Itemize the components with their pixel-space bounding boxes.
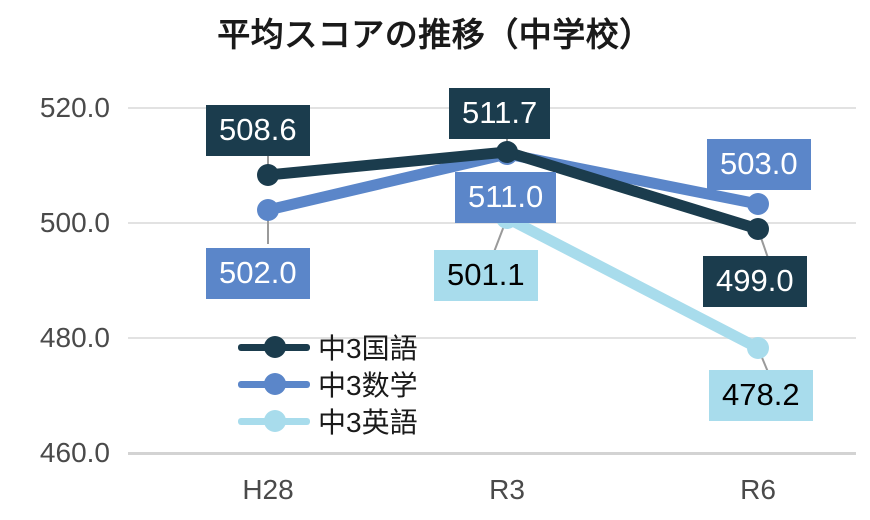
data-point-kokugo-h28 (257, 164, 279, 186)
legend-label-eigo: 中3英語 (318, 406, 418, 438)
data-point-sugaku-r6 (747, 193, 769, 215)
legend-label-sugaku: 中3数学 (318, 369, 418, 401)
gridline-480 (128, 337, 856, 339)
data-point-sugaku-h28 (257, 199, 279, 221)
x-tick-r3: R3 (489, 474, 525, 505)
y-tick-500: 500.0 (39, 207, 110, 238)
x-axis-line (128, 452, 856, 455)
data-label-sugaku-r3: 511.0 (455, 172, 557, 223)
data-label-kokugo-h28: 508.6 (206, 105, 310, 156)
y-tick-460: 460.0 (39, 437, 110, 468)
legend-swatch-sugaku-icon (238, 372, 310, 395)
data-label-eigo-r3: 501.1 (434, 250, 538, 301)
x-tick-r6: R6 (740, 474, 776, 505)
data-point-kokugo-r3 (496, 141, 518, 163)
data-label-kokugo-r3: 511.7 (449, 88, 551, 139)
legend-swatch-kokugo-icon (238, 335, 310, 358)
y-tick-520: 520.0 (39, 92, 110, 123)
series-line-kokugo (257, 141, 769, 240)
legend: 中3国語 中3数学 中3英語 (238, 328, 488, 439)
x-tick-h28: H28 (242, 474, 294, 505)
data-point-eigo-r6 (747, 337, 769, 359)
legend-item-kokugo[interactable]: 中3国語 (238, 328, 488, 365)
data-point-kokugo-r6 (747, 218, 769, 240)
page-title: 平均スコアの推移（中学校） (217, 16, 653, 53)
legend-item-eigo[interactable]: 中3英語 (238, 402, 488, 439)
legend-label-kokugo: 中3国語 (318, 332, 418, 364)
y-tick-480: 480.0 (39, 322, 110, 353)
data-label-kokugo-r6: 499.0 (703, 256, 807, 307)
data-label-eigo-r6: 478.2 (709, 370, 813, 421)
gridline-500 (128, 222, 856, 224)
legend-item-sugaku[interactable]: 中3数学 (238, 365, 488, 402)
data-label-sugaku-r6: 503.0 (707, 139, 811, 190)
legend-swatch-eigo-icon (238, 409, 310, 432)
data-label-sugaku-h28: 502.0 (206, 248, 310, 299)
